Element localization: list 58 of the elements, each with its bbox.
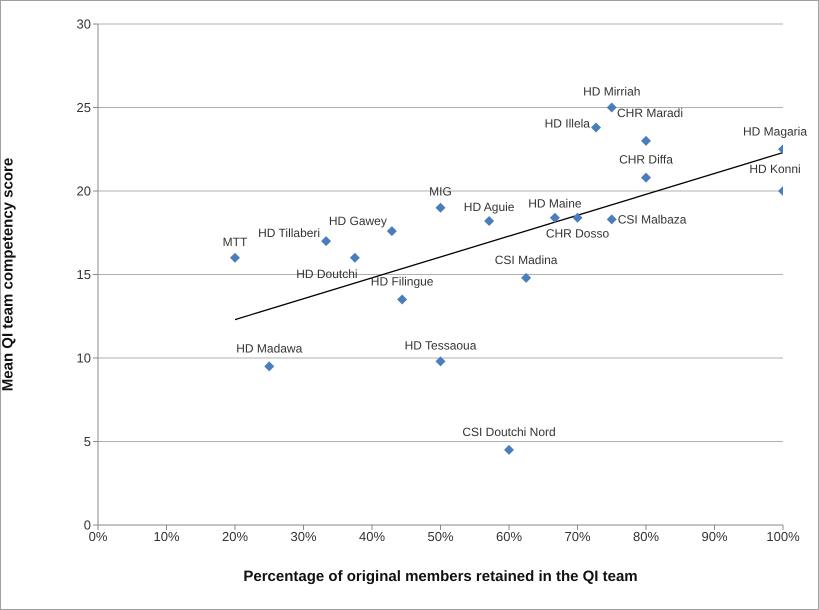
annotation: HD Illela xyxy=(544,116,590,131)
annotation: HD Tessaoua xyxy=(404,338,477,352)
point xyxy=(436,356,446,366)
annotation: HD Konni xyxy=(749,162,801,176)
point xyxy=(386,226,397,236)
annotation: HD Aguie xyxy=(464,200,515,214)
annotation: CHR Diffa xyxy=(619,152,674,167)
annotation: HD Doutchi xyxy=(296,266,358,281)
annotation: CHR Maradi xyxy=(616,106,684,120)
y-tick-label: 20 xyxy=(76,184,91,199)
y-tick-label: 25 xyxy=(76,100,91,116)
x-tick-label: 100% xyxy=(766,529,800,544)
point xyxy=(641,172,651,183)
annotation: CHR Dosso xyxy=(546,226,610,241)
annotation: HD Maine xyxy=(528,196,582,211)
annotation: CSI Doutchi Nord xyxy=(462,424,556,439)
annotation: CSI Madina xyxy=(494,252,558,267)
y-tick-label: 10 xyxy=(76,350,91,366)
y-axis-title: Mean QI team competency score xyxy=(0,158,16,392)
point xyxy=(606,214,617,224)
point xyxy=(264,361,274,372)
x-tick-label: 40% xyxy=(358,529,386,544)
x-tick-label: 30% xyxy=(290,529,317,544)
annotation: HD Gawey xyxy=(328,214,387,228)
annotation: HD Madawa xyxy=(236,341,303,356)
annotation: HD Magaria xyxy=(742,124,808,138)
annotation: HD Tillaberi xyxy=(258,226,320,240)
x-tick-label: 20% xyxy=(222,529,248,544)
annotation: MIG xyxy=(429,184,452,199)
point xyxy=(641,136,651,146)
annotation: HD Mirriah xyxy=(583,84,640,98)
x-tick-label: 70% xyxy=(564,529,591,544)
point xyxy=(484,216,494,226)
point xyxy=(606,102,617,112)
x-tick-label: 0% xyxy=(88,529,108,544)
point xyxy=(350,252,360,263)
point xyxy=(436,202,446,213)
x-tick-label: 80% xyxy=(632,529,660,544)
point xyxy=(397,294,408,305)
point xyxy=(550,212,560,223)
point xyxy=(321,236,332,246)
annotation: CSI Malbaza xyxy=(618,212,687,226)
point xyxy=(590,122,601,133)
point xyxy=(230,252,240,263)
point xyxy=(521,272,532,283)
point xyxy=(572,212,582,223)
x-tick-label: 60% xyxy=(496,529,522,544)
annotation: MTT xyxy=(222,234,248,249)
x-axis-title: Percentage of original members retained in the QI team xyxy=(243,568,638,585)
x-tick-label: 10% xyxy=(153,529,180,544)
y-tick-label: 5 xyxy=(84,434,91,450)
annotation: HD Filingue xyxy=(370,274,434,289)
y-tick-label: 30 xyxy=(76,16,91,32)
x-tick-label: 90% xyxy=(701,529,728,544)
x-tick-label: 50% xyxy=(427,529,454,544)
y-tick-label: 15 xyxy=(76,267,91,282)
y-tick-label: 0 xyxy=(84,518,91,533)
point xyxy=(504,444,514,455)
